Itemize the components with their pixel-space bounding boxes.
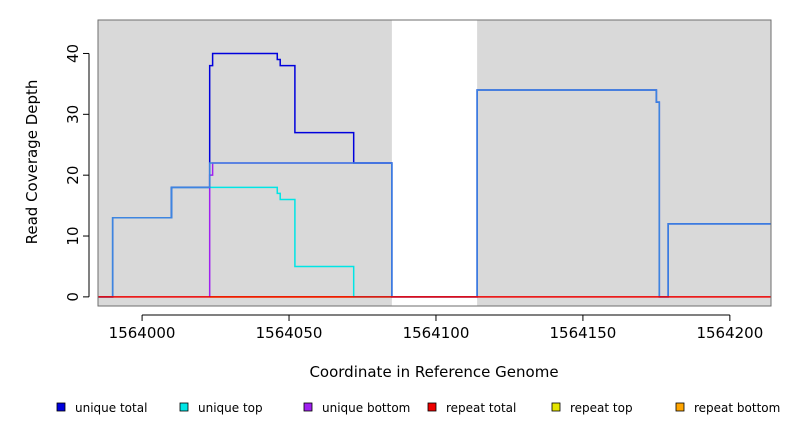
legend-item-repeat-top: repeat top — [551, 401, 633, 415]
x-tick-label: 1564200 — [696, 324, 763, 342]
axes-layer: 0 10 20 30 40 1564000 1564050 1564100 1564150 156… — [64, 19, 772, 342]
x-tick-label: 1564150 — [550, 324, 617, 342]
y-axis-title: Read Coverage Depth — [23, 80, 41, 245]
legend-item-repeat-bottom: repeat bottom — [675, 401, 780, 415]
y-tick-label: 40 — [64, 44, 82, 63]
legend-item-repeat-total: repeat total — [427, 401, 516, 415]
legend-swatch — [675, 402, 685, 412]
legend-label: unique total — [75, 401, 147, 415]
x-axis-title: Coordinate in Reference Genome — [309, 363, 558, 381]
legend-label: unique bottom — [322, 401, 410, 415]
legend-label: repeat total — [446, 401, 516, 415]
legend-item-unique-top: unique top — [179, 401, 263, 415]
x-tick-label: 1564100 — [403, 324, 470, 342]
legend-swatch — [427, 402, 437, 412]
gap-region — [391, 20, 478, 306]
legend-swatch — [179, 402, 189, 412]
y-tick-label: 10 — [64, 226, 82, 245]
legend-item-unique-total: unique total — [56, 401, 147, 415]
legend-swatch — [56, 402, 66, 412]
legend-label: repeat top — [570, 401, 633, 415]
legend-label: repeat bottom — [694, 401, 780, 415]
legend-label: unique top — [198, 401, 263, 415]
y-tick-label: 20 — [64, 166, 82, 185]
legend-item-unique-bottom: unique bottom — [303, 401, 410, 415]
legend-swatch — [303, 402, 313, 412]
x-tick-label: 1564000 — [109, 324, 176, 342]
plot-frame — [97, 19, 772, 307]
x-tick-label: 1564050 — [256, 324, 323, 342]
plot-background — [98, 20, 771, 306]
legend-swatch — [551, 402, 561, 412]
y-tick-label: 30 — [64, 105, 82, 124]
y-tick-label: 0 — [64, 292, 82, 302]
legend: unique total unique top unique bottom repea… — [56, 401, 780, 415]
series-layer — [98, 52, 771, 298]
